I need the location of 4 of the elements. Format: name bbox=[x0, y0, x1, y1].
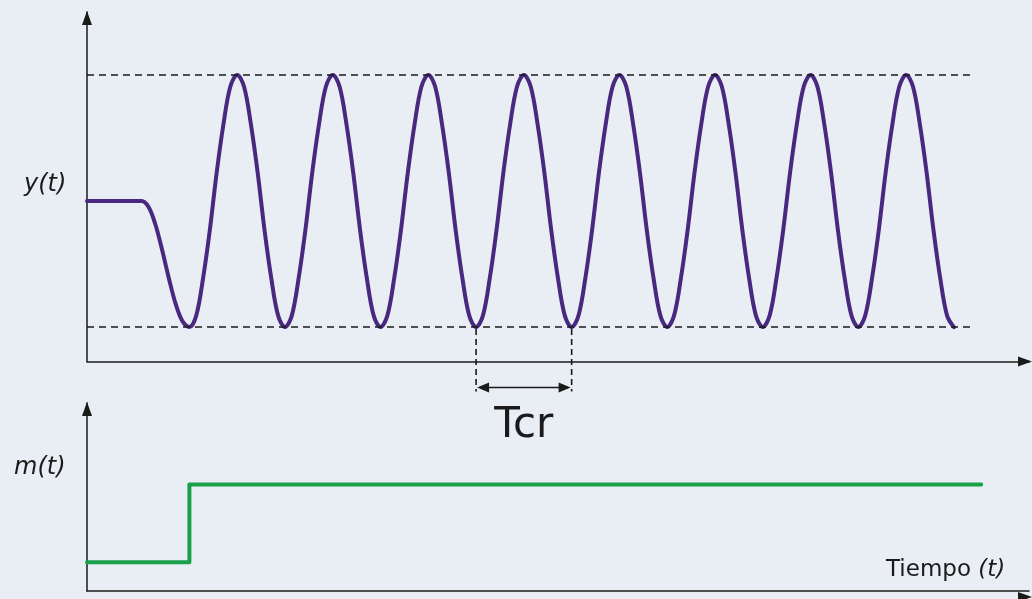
x-axis-title: Tiempo (t) bbox=[886, 554, 1006, 581]
text: Tcr bbox=[494, 397, 554, 447]
y-axis-title: m(t) bbox=[14, 452, 66, 481]
y-axis-title: y(t) bbox=[24, 169, 67, 198]
